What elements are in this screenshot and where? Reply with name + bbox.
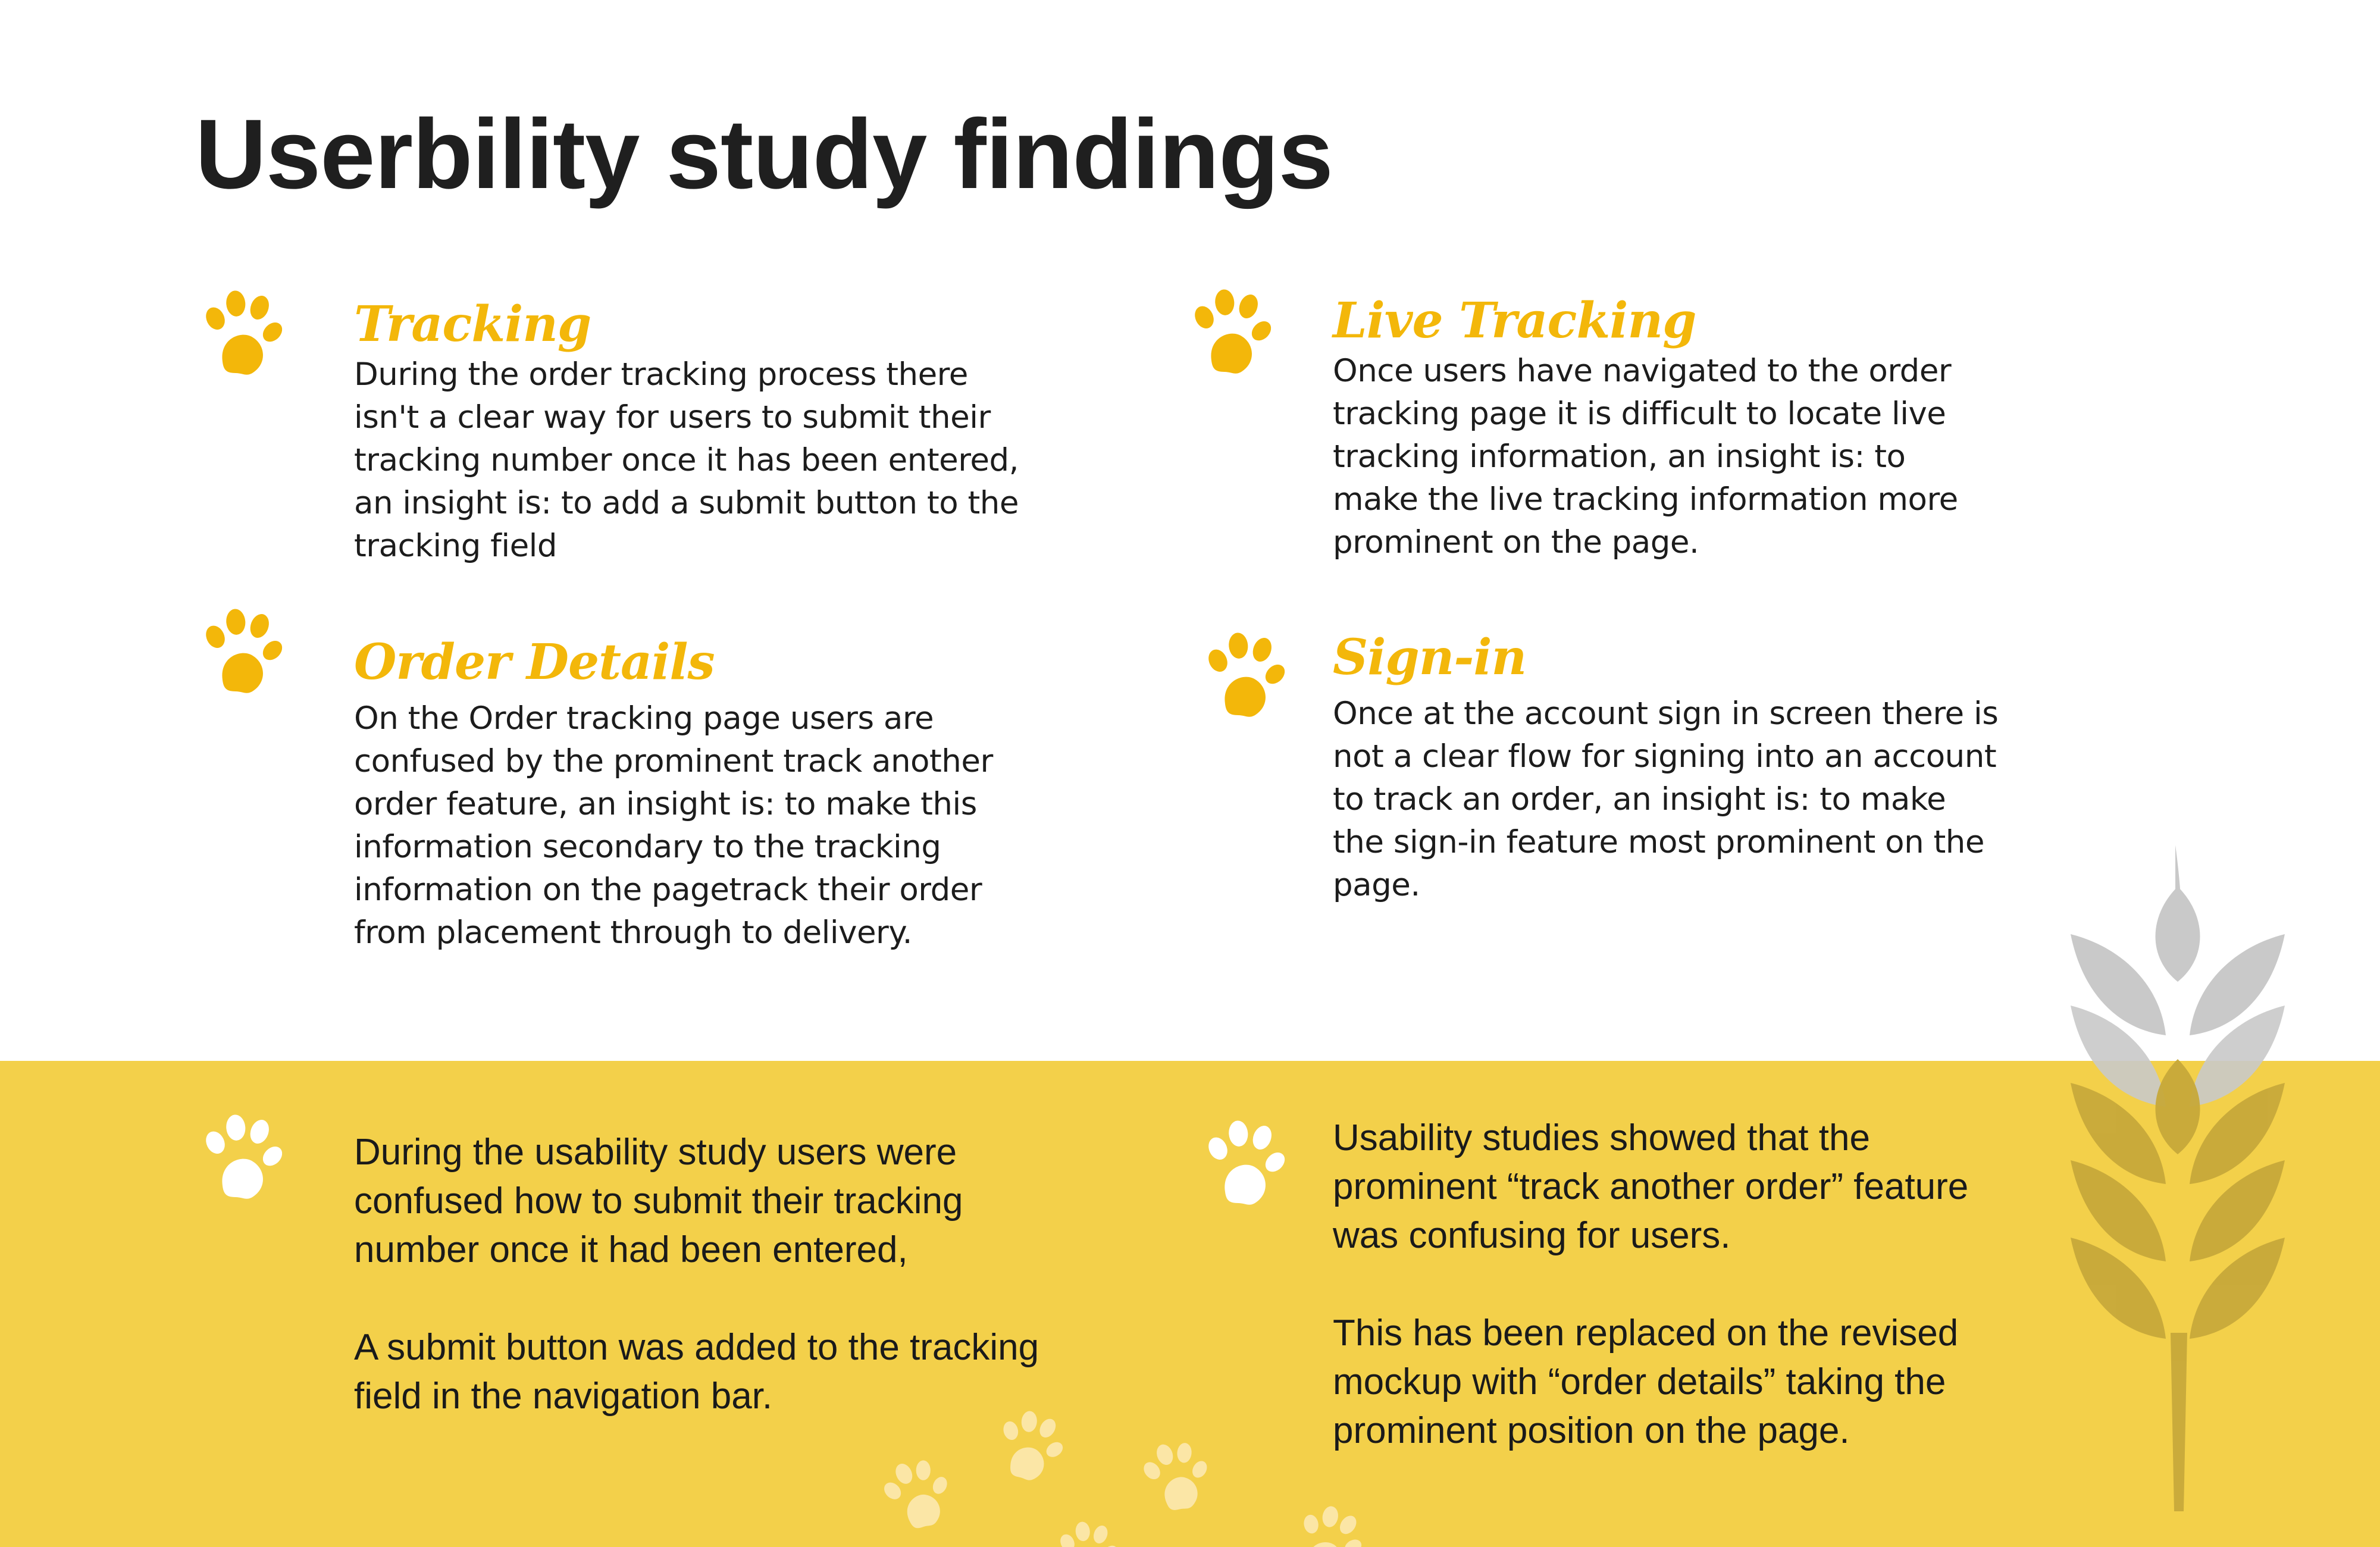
finding-body: During the order tracking process there … [354, 356, 1019, 564]
insight-text: During the usability study users were co… [354, 1132, 963, 1270]
page-title: Userbility study findings [195, 99, 1333, 209]
paw-icon [196, 289, 292, 384]
finding-heading: Tracking [354, 296, 591, 353]
finding-live-tracking: Live Tracking Once users have navigated … [1333, 292, 1999, 564]
paw-icon [1053, 1520, 1125, 1547]
paw-icon [1199, 1119, 1294, 1214]
insight-order-details: Usability studies showed that the promin… [1333, 1114, 2035, 1455]
finding-order-details: Order Details On the Order tracking page… [354, 633, 1020, 954]
finding-heading: Sign-in [1333, 629, 1527, 686]
paw-icon [1185, 287, 1280, 383]
paw-icon [1291, 1505, 1368, 1547]
insights-band [0, 1061, 2380, 1547]
paw-icon [196, 1113, 292, 1208]
finding-body: Once users have navigated to the order t… [1333, 353, 1958, 560]
paw-icon [196, 607, 292, 702]
finding-body: Once at the account sign in screen there… [1333, 696, 1999, 903]
insight-text: A submit button was added to the trackin… [354, 1327, 1039, 1417]
insight-text: Usability studies showed that the promin… [1333, 1117, 1969, 1256]
finding-sign-in: Sign-in Once at the account sign in scre… [1333, 628, 1999, 907]
paw-icon [1199, 631, 1294, 726]
insight-submit-button: During the usability study users were co… [354, 1128, 1074, 1421]
insight-text: This has been replaced on the revised mo… [1333, 1313, 1959, 1451]
finding-heading: Live Tracking [1333, 292, 1696, 349]
paw-icon [1135, 1433, 1220, 1520]
paw-icon [875, 1449, 963, 1540]
paw-icon [992, 1405, 1072, 1488]
finding-heading: Order Details [354, 634, 715, 691]
wheat-icon [2071, 845, 2285, 1511]
finding-tracking: Tracking During the order tracking proce… [354, 295, 1020, 568]
finding-body: On the Order tracking page users are con… [354, 700, 993, 951]
